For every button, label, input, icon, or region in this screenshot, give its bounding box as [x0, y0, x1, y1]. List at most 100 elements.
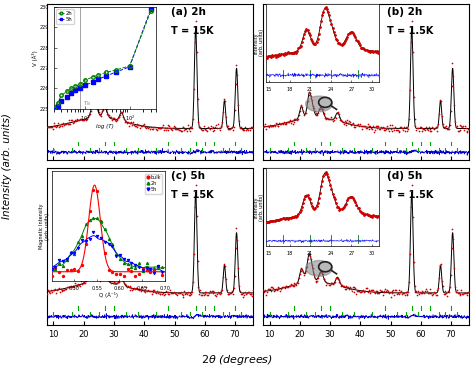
- Point: [230, 124, 237, 130]
- Point: [157, 292, 164, 297]
- Point: [140, 288, 147, 294]
- Point: [376, 287, 384, 293]
- Point: [180, 124, 187, 130]
- Point: [75, 117, 83, 123]
- Point: [190, 86, 198, 92]
- Point: [299, 267, 306, 273]
- Point: [267, 289, 274, 294]
- Point: [193, 49, 201, 55]
- Point: [185, 292, 192, 297]
- Point: [91, 97, 99, 103]
- Point: [147, 124, 155, 130]
- Point: [358, 126, 365, 132]
- Point: [425, 290, 432, 296]
- Point: [460, 290, 468, 296]
- Point: [333, 110, 341, 116]
- Point: [406, 251, 414, 257]
- Point: [247, 291, 255, 297]
- Point: [421, 289, 429, 294]
- Point: [52, 123, 59, 129]
- Point: [186, 290, 193, 296]
- Point: [364, 121, 372, 127]
- Point: [157, 125, 164, 131]
- Point: [209, 125, 216, 131]
- Point: [87, 108, 94, 114]
- Point: [188, 291, 195, 297]
- Point: [301, 272, 308, 277]
- Point: [196, 124, 204, 130]
- Text: (b) 2h: (b) 2h: [387, 7, 422, 17]
- Point: [389, 128, 396, 134]
- Point: [240, 294, 247, 300]
- Point: [348, 288, 356, 294]
- Point: [45, 124, 52, 130]
- Point: [191, 204, 199, 210]
- Point: [284, 284, 292, 290]
- Point: [359, 123, 367, 129]
- Point: [44, 291, 51, 297]
- Point: [273, 287, 281, 293]
- Point: [271, 287, 279, 293]
- Point: [115, 114, 123, 120]
- Point: [315, 272, 323, 278]
- Point: [157, 289, 165, 294]
- Point: [456, 292, 464, 298]
- Point: [98, 113, 105, 119]
- Point: [438, 279, 446, 284]
- Point: [71, 117, 79, 123]
- Point: [395, 129, 402, 135]
- Point: [402, 124, 410, 130]
- Point: [151, 124, 159, 130]
- Point: [82, 116, 89, 122]
- Point: [170, 123, 177, 129]
- Point: [109, 115, 117, 121]
- Point: [429, 125, 437, 131]
- Point: [88, 104, 95, 110]
- Point: [403, 128, 410, 134]
- Point: [296, 108, 303, 114]
- Point: [135, 286, 142, 292]
- Point: [128, 287, 136, 293]
- Point: [111, 116, 118, 122]
- Point: [392, 127, 400, 133]
- Point: [206, 126, 214, 132]
- Point: [437, 262, 444, 268]
- Point: [51, 123, 58, 129]
- Point: [104, 111, 111, 117]
- Point: [133, 285, 140, 291]
- Point: [143, 284, 150, 290]
- Point: [360, 289, 368, 295]
- Point: [211, 124, 219, 130]
- Point: [314, 110, 322, 115]
- Point: [128, 123, 136, 128]
- Point: [377, 288, 385, 294]
- Point: [120, 280, 128, 286]
- Point: [458, 124, 466, 130]
- Point: [368, 126, 376, 132]
- Point: [416, 124, 424, 130]
- Point: [313, 277, 320, 283]
- Point: [149, 287, 156, 293]
- Point: [429, 291, 437, 297]
- Point: [103, 273, 110, 279]
- Point: [391, 287, 399, 293]
- Point: [90, 259, 97, 265]
- Point: [261, 289, 268, 295]
- Point: [54, 120, 62, 126]
- Point: [150, 124, 157, 130]
- Point: [382, 127, 389, 133]
- Point: [66, 121, 74, 127]
- Point: [173, 127, 181, 132]
- Point: [335, 277, 342, 283]
- Point: [291, 119, 298, 125]
- Point: [375, 290, 383, 296]
- Point: [207, 289, 215, 295]
- Point: [418, 125, 425, 131]
- Point: [66, 284, 74, 290]
- Point: [269, 285, 277, 291]
- Point: [134, 286, 141, 292]
- Point: [82, 117, 90, 123]
- Point: [296, 271, 303, 277]
- Point: [197, 125, 205, 131]
- Point: [460, 127, 468, 133]
